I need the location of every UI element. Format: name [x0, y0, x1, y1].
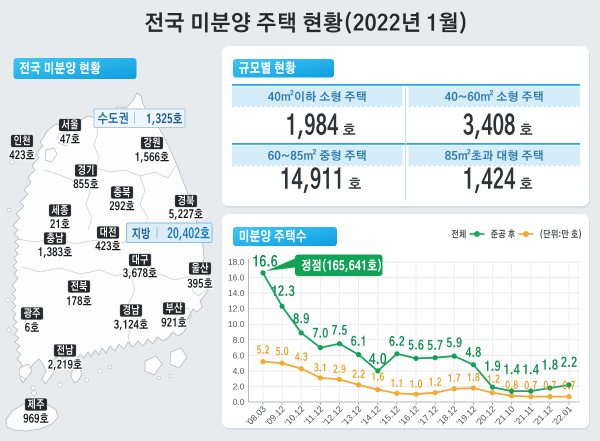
svg-text:8.0: 8.0 [233, 335, 245, 345]
svg-text:16.0: 16.0 [228, 273, 245, 283]
svg-text:10.0: 10.0 [228, 319, 245, 329]
svg-text:14.0: 14.0 [228, 288, 245, 298]
svg-text:18.0: 18.0 [228, 257, 245, 267]
svg-text:0.0: 0.0 [233, 397, 245, 407]
svg-text:12.0: 12.0 [228, 304, 245, 314]
svg-text:2.0: 2.0 [233, 381, 245, 391]
svg-text:6.0: 6.0 [233, 350, 245, 360]
svg-text:4.0: 4.0 [233, 366, 245, 376]
